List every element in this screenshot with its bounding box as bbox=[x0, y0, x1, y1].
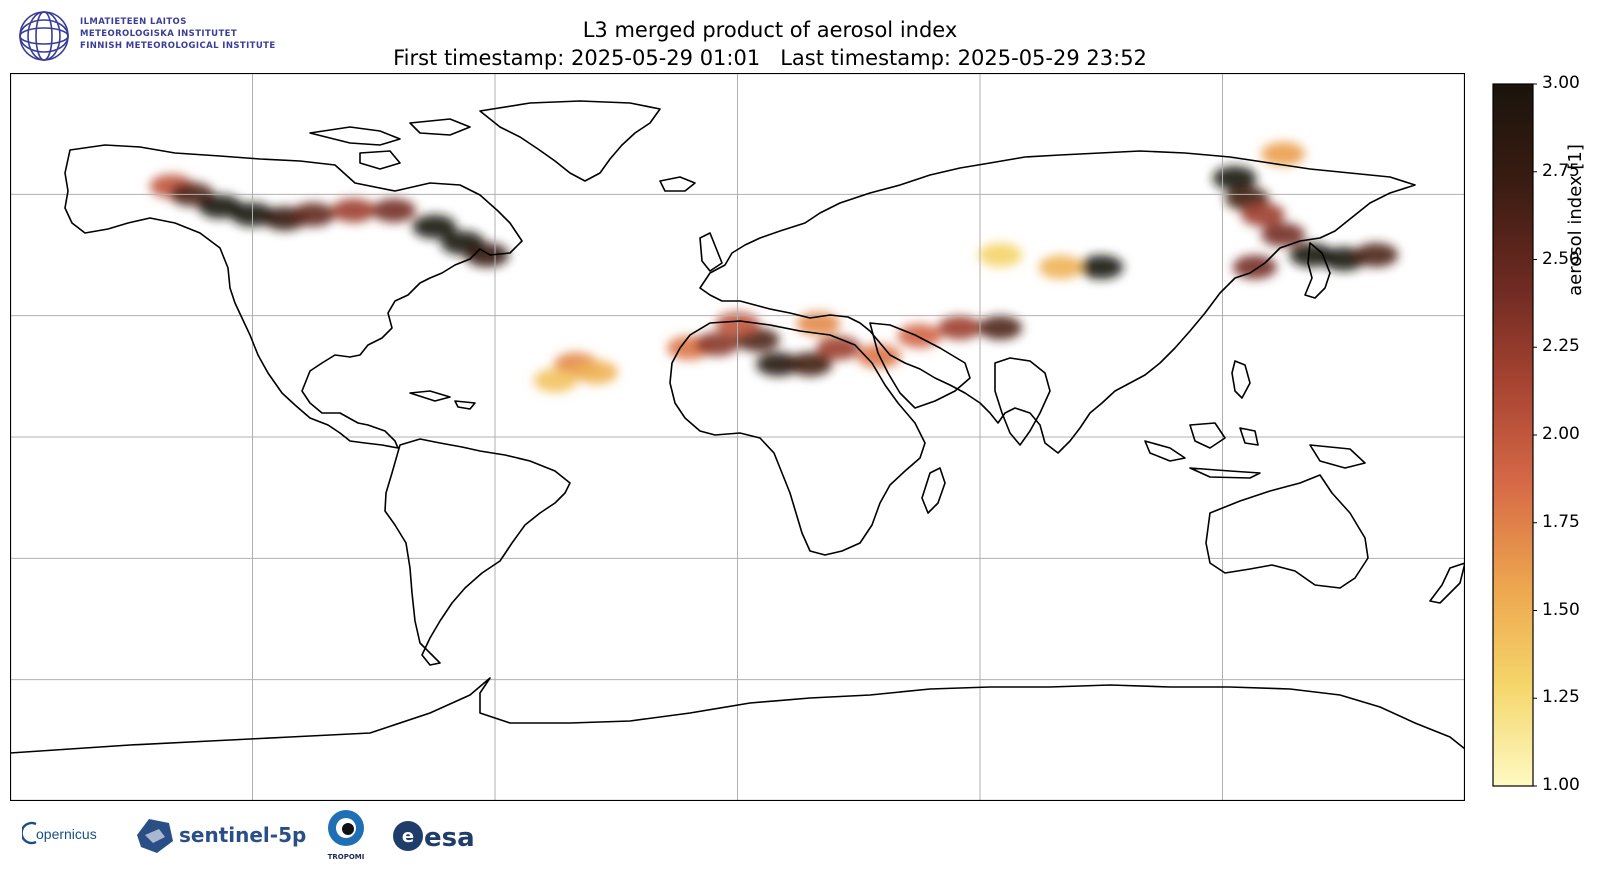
tropomi-text: TROPOMI bbox=[328, 853, 365, 861]
map-title: L3 merged product of aerosol index bbox=[582, 18, 958, 42]
aerosol-point bbox=[1354, 243, 1399, 267]
coast-caribbean bbox=[409, 390, 476, 410]
coast-india bbox=[994, 357, 1051, 446]
aerosol-point bbox=[371, 198, 416, 223]
copernicus-logo: opernicus bbox=[22, 821, 97, 845]
institute-name-fi: ILMATIETEEN LAITOS bbox=[80, 17, 187, 27]
colorbar-gradient bbox=[1492, 83, 1534, 787]
gridlines bbox=[10, 73, 1465, 801]
coast-japan bbox=[1304, 242, 1331, 299]
colorbar-tick-label: 1.00 bbox=[1542, 775, 1580, 795]
world-map bbox=[10, 73, 1465, 801]
colorbar-tick-label: 2.75 bbox=[1542, 160, 1580, 181]
copernicus-text: opernicus bbox=[36, 826, 97, 842]
aerosol-point bbox=[978, 243, 1023, 267]
coast-arabia bbox=[869, 322, 971, 409]
coast-uk bbox=[699, 232, 723, 272]
esa-text: esa bbox=[424, 823, 475, 853]
aerosol-point bbox=[533, 368, 578, 393]
aerosol-point bbox=[464, 243, 509, 267]
aerosol-point bbox=[574, 360, 619, 385]
aerosol-point bbox=[1212, 166, 1257, 191]
sentinel-5p-logo: sentinel-5p bbox=[137, 819, 306, 853]
aerosol-point bbox=[755, 352, 800, 377]
coast-antarctica bbox=[10, 677, 1465, 754]
colorbar-tick-marks bbox=[1533, 83, 1537, 787]
institute-name-en: FINNISH METEOROLOGICAL INSTITUTE bbox=[80, 41, 276, 51]
colorbar-tick-label: 1.50 bbox=[1542, 599, 1580, 620]
aerosol-point bbox=[788, 352, 833, 377]
coast-iceland bbox=[659, 176, 696, 192]
map-subtitle: First timestamp: 2025-05-29 01:01 Last t… bbox=[393, 46, 1147, 70]
aerosol-point bbox=[937, 315, 982, 340]
colorbar-tick-label: 1.75 bbox=[1542, 511, 1580, 532]
aerosol-point bbox=[897, 323, 942, 348]
coast-north-america bbox=[64, 144, 523, 449]
coast-africa bbox=[669, 320, 926, 556]
coast-philippines bbox=[1231, 360, 1251, 399]
coast-arctic-islands bbox=[309, 118, 471, 170]
aerosol-point bbox=[1240, 202, 1285, 227]
coast-greenland bbox=[479, 100, 661, 182]
aerosol-point bbox=[331, 198, 376, 223]
aerosol-point bbox=[291, 202, 336, 227]
coastlines bbox=[10, 100, 1465, 754]
aerosol-point bbox=[1038, 255, 1083, 280]
coast-australia bbox=[1205, 474, 1369, 589]
colorbar-tick-label: 2.00 bbox=[1542, 424, 1580, 444]
coast-eurasia bbox=[699, 150, 1416, 454]
aerosol-point bbox=[1079, 255, 1124, 280]
aerosol-point bbox=[1261, 222, 1306, 247]
svg-text:e: e bbox=[402, 826, 414, 847]
map-frame bbox=[10, 73, 1465, 801]
aerosol-point bbox=[1261, 141, 1306, 166]
aerosol-point bbox=[816, 336, 861, 361]
aerosol-point bbox=[412, 214, 457, 239]
esa-logo: e esa bbox=[393, 821, 475, 853]
coast-madagascar bbox=[921, 467, 946, 514]
coast-indonesia bbox=[1144, 422, 1366, 479]
colorbar-tick-label: 2.50 bbox=[1542, 248, 1580, 269]
aerosol-point bbox=[978, 315, 1023, 340]
colorbar-tick-label: 2.25 bbox=[1542, 336, 1580, 357]
colorbar-label: aerosol index [1] bbox=[1565, 144, 1586, 296]
tropomi-logo: TROPOMI bbox=[328, 810, 365, 861]
colorbar bbox=[1492, 83, 1537, 787]
coast-south-america bbox=[384, 438, 571, 666]
aerosol-point bbox=[695, 331, 740, 356]
aerosol-plumes bbox=[149, 141, 1399, 393]
colorbar-tick-label: 3.00 bbox=[1542, 73, 1580, 93]
colorbar-tick-label: 1.25 bbox=[1542, 687, 1580, 708]
institute-name-sv: METEOROLOGISKA INSTITUTET bbox=[80, 29, 238, 39]
sentinel-5p-text: sentinel-5p bbox=[179, 823, 306, 847]
fmi-logo bbox=[19, 11, 69, 61]
